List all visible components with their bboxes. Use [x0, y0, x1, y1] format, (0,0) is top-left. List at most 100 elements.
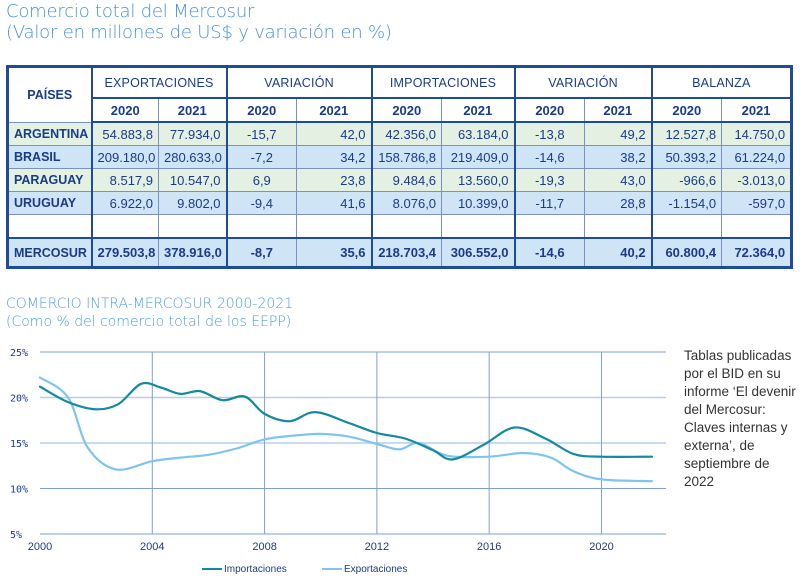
cell: 218.703,4 — [370, 237, 443, 268]
cell: 9.484,6 — [370, 168, 443, 192]
year-header: 2021 — [157, 97, 228, 123]
year-header: 2020 — [650, 97, 723, 123]
chart-lines — [38, 376, 654, 483]
y-tick-label: 20% — [10, 394, 28, 405]
legend-label: Importaciones — [224, 564, 287, 575]
y-tick-label: 15% — [10, 439, 28, 450]
y-tick-label: 10% — [10, 485, 28, 496]
cell: 61.224,0 — [721, 145, 793, 169]
cell: -11,7 — [513, 191, 586, 215]
cell: 13.560,0 — [441, 168, 516, 192]
header-variacion-imp: VARIACIÓN — [513, 66, 653, 99]
x-tick-label: 2012 — [365, 541, 389, 553]
cell: 42.356,0 — [370, 121, 443, 146]
table-row-brasil: BRASIL 209.180,0 280.633,0 -7,2 34,2 158… — [7, 145, 793, 169]
cell: 280.633,0 — [157, 145, 228, 169]
blank-cell — [650, 214, 723, 239]
cell: -14,6 — [513, 145, 586, 169]
cell: 9.802,0 — [157, 191, 228, 215]
year-header: 2021 — [441, 97, 516, 123]
table-row-uruguay: URUGUAY 6.922,0 9.802,0 -9,4 41,6 8.076,… — [7, 191, 793, 215]
cell: 42,0 — [296, 121, 373, 146]
cell: -7,2 — [225, 145, 298, 169]
blank-cell — [157, 214, 228, 239]
blank-cell — [584, 214, 653, 239]
cell: 6,9 — [225, 168, 298, 192]
table-row-spacer — [7, 214, 793, 239]
x-tick-label: 2000 — [28, 541, 52, 553]
cell: 28,8 — [584, 191, 653, 215]
country-name: URUGUAY — [7, 191, 93, 215]
page-title: Comercio total del Mercosur — [6, 1, 255, 22]
year-header: 2021 — [721, 97, 793, 123]
cell: -14,6 — [513, 237, 586, 268]
year-header: 2020 — [225, 97, 298, 123]
cell: 10.399,0 — [441, 191, 516, 215]
legend-label: Exportaciones — [344, 564, 407, 575]
cell: 72.364,0 — [721, 237, 793, 268]
cell: -8,7 — [225, 237, 298, 268]
x-tick-label: 2004 — [140, 541, 164, 553]
table-header-groups: PAÍSES EXPORTACIONES VARIACIÓN IMPORTACI… — [7, 66, 793, 123]
cell: 378.916,0 — [157, 237, 228, 268]
cell: 50.393,2 — [650, 145, 723, 169]
year-header: 2021 — [584, 97, 653, 123]
cell: 209.180,0 — [91, 145, 159, 169]
cell: 34,2 — [296, 145, 373, 169]
chart-subtitle: (Como % del comercio total de los EEPP) — [6, 314, 292, 330]
total-name: MERCOSUR — [7, 237, 93, 268]
year-header: 2020 — [370, 97, 443, 123]
table-row-paraguay: PARAGUAY 8.517,9 10.547,0 6,9 23,8 9.484… — [7, 168, 793, 192]
cell: -966,6 — [650, 168, 723, 192]
source-note: Tablas publicadas por el BID en su infor… — [684, 348, 796, 489]
cell: 8.517,9 — [91, 168, 159, 192]
table-row-argentina: ARGENTINA 54.883,8 77.934,0 -15,7 42,0 4… — [7, 121, 793, 146]
cell: 158.786,8 — [370, 145, 443, 169]
header-exportaciones: EXPORTACIONES — [90, 66, 228, 99]
cell: 63.184,0 — [441, 121, 516, 146]
cell: 49,2 — [584, 121, 653, 146]
cell: 54.883,8 — [91, 121, 159, 146]
cell: 14.750,0 — [721, 121, 793, 146]
year-header: 2020 — [91, 97, 159, 123]
cell: 12.527,8 — [650, 121, 723, 146]
cell: -15,7 — [225, 121, 298, 146]
country-name: BRASIL — [7, 145, 93, 169]
chart-grid — [40, 351, 666, 535]
x-tick-label: 2016 — [477, 541, 501, 553]
blank-cell — [513, 214, 586, 239]
blank-cell — [441, 214, 516, 239]
cell: 6.922,0 — [91, 191, 159, 215]
header-variacion-exp: VARIACIÓN — [225, 66, 373, 99]
x-tick-label: 2020 — [589, 541, 613, 553]
blank-cell — [7, 214, 93, 239]
cell: -19,3 — [513, 168, 586, 192]
cell: 35,6 — [296, 237, 373, 268]
year-header: 2021 — [296, 97, 373, 123]
cell: -597,0 — [721, 191, 793, 215]
x-axis-ticks: 2000 2004 2008 2012 2016 2020 — [28, 541, 614, 553]
header-paises: PAÍSES — [7, 66, 93, 123]
blank-cell — [721, 214, 793, 239]
x-tick-label: 2008 — [252, 541, 276, 553]
year-header: 2020 — [513, 97, 586, 123]
cell: -1.154,0 — [650, 191, 723, 215]
cell: 8.076,0 — [370, 191, 443, 215]
cell: 10.547,0 — [157, 168, 228, 192]
cell: 279.503,8 — [91, 237, 159, 268]
table-row-mercosur-total: MERCOSUR 279.503,8 378.916,0 -8,7 35,6 2… — [7, 237, 793, 268]
cell: 41,6 — [296, 191, 373, 215]
cell: 77.934,0 — [157, 121, 228, 146]
chart-legend: Importaciones Exportaciones — [202, 564, 407, 575]
cell: 40,2 — [584, 237, 653, 268]
y-tick-label: 5% — [10, 530, 22, 541]
series-line-importaciones — [38, 381, 654, 461]
line-chart: 5%10%15%20%25% 2000 2004 2008 2012 2016 2020 … — [10, 348, 666, 575]
cell: -13,8 — [513, 121, 586, 146]
table-header-years: 2020 2021 2020 2021 2020 2021 2020 2021 … — [8, 97, 793, 123]
cell: 43,0 — [584, 168, 653, 192]
country-name: PARAGUAY — [7, 168, 93, 192]
y-tick-label: 25% — [10, 348, 28, 359]
y-axis-ticks: 5% 10% 15% 20% 25% — [10, 348, 28, 541]
cell: 306.552,0 — [441, 237, 516, 268]
